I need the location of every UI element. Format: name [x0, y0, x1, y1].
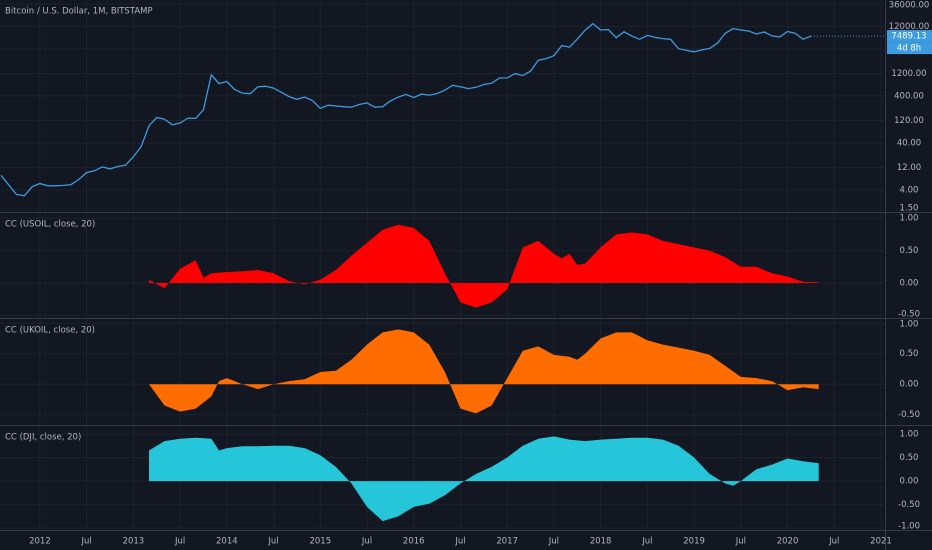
y-tick-label: 0.00: [900, 279, 919, 289]
text-layer: Bitcoin / U.S. Dollar, 1M, BITSTAMP 1.50 4…: [5, 1, 932, 547]
x-tick-label: 2017: [496, 537, 518, 547]
countdown-box: [887, 42, 932, 55]
y-tick-label: 36000.00: [889, 1, 930, 11]
x-tick-label: 2014: [216, 537, 238, 547]
y-tick-label: 0.50: [900, 349, 919, 359]
mark-layer: [0, 22, 819, 522]
x-tick-label: Jul: [828, 537, 839, 547]
pane-title: CC (USOIL, close, 20): [5, 220, 95, 230]
y-tick-label: 400.00: [894, 91, 924, 101]
y-tick-label: -0.50: [898, 310, 920, 320]
x-tick-label: 2020: [777, 537, 799, 547]
x-tick-label: Jul: [454, 537, 465, 547]
y-tick-label: 1.00: [900, 430, 919, 440]
y-tick-label: 12000.00: [889, 22, 930, 32]
pane-title: Bitcoin / U.S. Dollar, 1M, BITSTAMP: [5, 7, 153, 17]
y-tick-label: 0.00: [900, 380, 919, 390]
countdown-label: 4d 8h: [897, 44, 921, 54]
correlation-area: [149, 224, 819, 308]
y-tick-label: 1.50: [900, 204, 919, 214]
price-line: [0, 22, 812, 197]
correlation-area: [149, 329, 819, 414]
y-tick-label: 12.00: [897, 163, 921, 173]
x-tick-label: Jul: [548, 537, 559, 547]
x-tick-label: 2013: [123, 537, 145, 547]
last-price-box: [887, 30, 932, 43]
y-tick-label: 0.50: [900, 453, 919, 463]
x-tick-label: 2016: [403, 537, 425, 547]
x-tick-label: Jul: [267, 537, 278, 547]
x-tick-label: Jul: [81, 537, 92, 547]
y-tick-label: 1200.00: [891, 69, 926, 79]
x-tick-label: 2012: [29, 537, 51, 547]
x-tick-label: 2015: [309, 537, 331, 547]
y-tick-label: 120.00: [894, 116, 924, 126]
x-tick-label: Jul: [361, 537, 372, 547]
x-tick-label: 2018: [590, 537, 612, 547]
x-tick-label: Jul: [174, 537, 185, 547]
y-tick-label: 0.00: [900, 477, 919, 487]
y-tick-label: 40.00: [897, 138, 921, 148]
correlation-area: [149, 436, 819, 522]
y-tick-label: -0.50: [898, 410, 920, 420]
y-tick-label: 4.00: [900, 185, 919, 195]
x-tick-label: 2019: [683, 537, 705, 547]
y-tick-label: -1.00: [898, 522, 920, 532]
y-tick-label: 0.50: [900, 246, 919, 256]
x-tick-label: 2021: [870, 537, 892, 547]
x-tick-label: Jul: [641, 537, 652, 547]
y-tick-label: 1.00: [900, 214, 919, 224]
pane-title: CC (DJI, close, 20): [5, 433, 81, 443]
x-tick-label: Jul: [735, 537, 746, 547]
last-price-label: 7489.13: [891, 32, 926, 42]
y-tick-label: 1.00: [900, 320, 919, 330]
y-tick-label: -0.50: [898, 500, 920, 510]
pane-title: CC (UKOIL, close, 20): [5, 326, 95, 336]
